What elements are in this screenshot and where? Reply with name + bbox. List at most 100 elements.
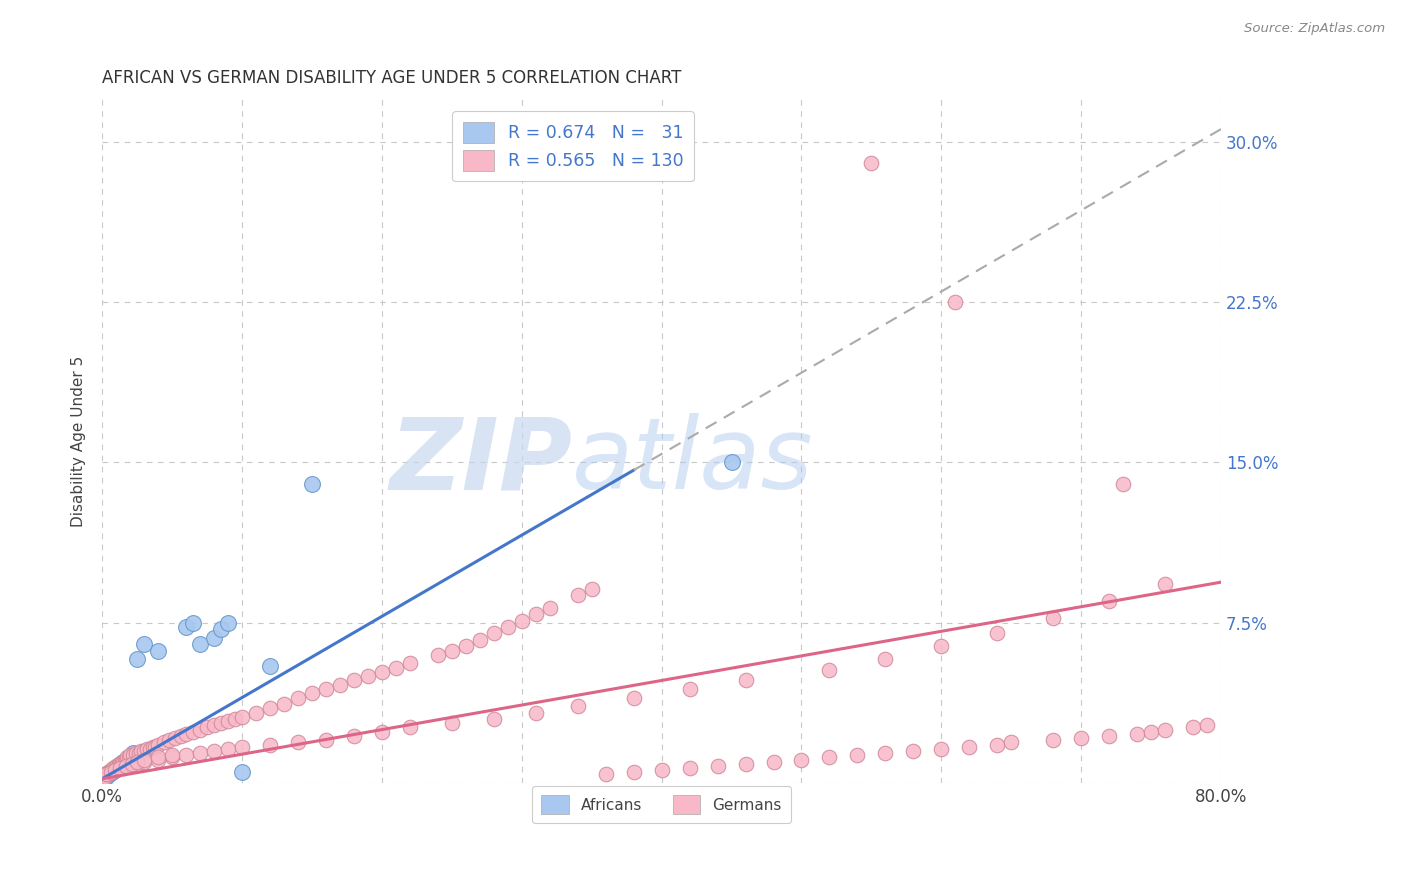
Point <box>790 752 813 766</box>
Point <box>1000 735 1022 749</box>
Point <box>357 669 380 683</box>
Point <box>567 699 589 714</box>
Point <box>127 652 149 666</box>
Point <box>1195 718 1218 732</box>
Point <box>623 690 645 705</box>
Point <box>1154 723 1177 737</box>
Point <box>931 640 953 654</box>
Point <box>259 738 281 752</box>
Point <box>96 767 118 781</box>
Point <box>115 759 138 773</box>
Text: Source: ZipAtlas.com: Source: ZipAtlas.com <box>1244 22 1385 36</box>
Legend: Africans, Germans: Africans, Germans <box>531 787 792 823</box>
Point <box>101 765 124 780</box>
Point <box>117 750 139 764</box>
Point <box>678 681 700 696</box>
Point <box>371 724 394 739</box>
Point <box>202 744 225 758</box>
Point <box>174 620 197 634</box>
Point <box>111 756 134 771</box>
Point <box>181 615 204 630</box>
Point <box>343 673 366 688</box>
Point <box>957 739 980 754</box>
Point <box>169 729 191 743</box>
Point <box>146 738 169 752</box>
Point <box>287 735 309 749</box>
Point <box>103 763 125 777</box>
Point <box>343 729 366 743</box>
Point <box>496 620 519 634</box>
Point <box>581 582 603 596</box>
Point <box>94 767 117 781</box>
Point <box>818 750 841 764</box>
Point <box>426 648 449 662</box>
Point <box>231 739 253 754</box>
Point <box>128 746 150 760</box>
Point <box>1098 729 1121 743</box>
Point <box>875 746 897 760</box>
Point <box>903 744 925 758</box>
Point <box>315 681 337 696</box>
Point <box>875 652 897 666</box>
Point <box>986 738 1008 752</box>
Point <box>112 755 135 769</box>
Point <box>301 686 323 700</box>
Point <box>104 763 127 777</box>
Point <box>482 712 505 726</box>
Point <box>146 643 169 657</box>
Point <box>101 765 124 780</box>
Point <box>1070 731 1092 746</box>
Point <box>131 744 153 758</box>
Point <box>121 756 143 771</box>
Point <box>104 761 127 775</box>
Point <box>97 767 120 781</box>
Point <box>108 759 131 773</box>
Point <box>120 759 142 773</box>
Point <box>1112 476 1135 491</box>
Point <box>510 614 533 628</box>
Point <box>104 763 127 777</box>
Point <box>440 643 463 657</box>
Point <box>623 765 645 780</box>
Point <box>143 739 166 754</box>
Point <box>195 721 218 735</box>
Point <box>217 714 239 728</box>
Point <box>1126 727 1149 741</box>
Point <box>105 761 128 775</box>
Point <box>329 678 352 692</box>
Point <box>160 748 183 763</box>
Point <box>146 752 169 766</box>
Point <box>595 767 617 781</box>
Point <box>127 756 149 771</box>
Point <box>114 755 136 769</box>
Point <box>454 640 477 654</box>
Point <box>100 765 122 780</box>
Point <box>139 742 162 756</box>
Point <box>107 761 129 775</box>
Point <box>202 631 225 645</box>
Point <box>122 746 145 760</box>
Point <box>114 752 136 766</box>
Point <box>94 770 117 784</box>
Point <box>160 750 183 764</box>
Point <box>122 748 145 763</box>
Point <box>538 600 561 615</box>
Point <box>112 761 135 775</box>
Point <box>134 755 156 769</box>
Point <box>706 759 728 773</box>
Text: ZIP: ZIP <box>389 413 572 510</box>
Point <box>134 637 156 651</box>
Point <box>524 607 547 622</box>
Point <box>103 761 125 775</box>
Point <box>209 716 232 731</box>
Point <box>107 759 129 773</box>
Point <box>315 733 337 747</box>
Point <box>115 752 138 766</box>
Text: AFRICAN VS GERMAN DISABILITY AGE UNDER 5 CORRELATION CHART: AFRICAN VS GERMAN DISABILITY AGE UNDER 5… <box>103 69 682 87</box>
Point <box>127 755 149 769</box>
Point <box>943 295 966 310</box>
Point <box>399 657 422 671</box>
Point <box>134 744 156 758</box>
Point <box>734 673 756 688</box>
Point <box>125 746 148 760</box>
